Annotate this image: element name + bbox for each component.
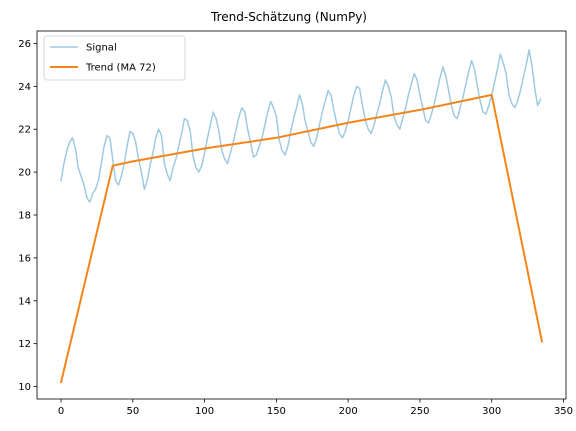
x-tick-label: 350 (554, 406, 573, 417)
legend-label-signal: Signal (86, 43, 117, 54)
legend-box (43, 35, 186, 81)
x-tick-label: 0 (58, 406, 64, 417)
plot-area: 0 50 100 150 200 250 300 350 10 12 14 16 18 20 22 24 26 (18, 30, 573, 417)
x-tick-label: 300 (482, 406, 501, 417)
y-tick-label: 18 (18, 211, 31, 222)
y-tick-label: 12 (18, 339, 31, 350)
series-line-signal (60, 49, 542, 203)
y-tick-label: 22 (18, 125, 31, 136)
legend: Signal Trend (MA 72) (43, 35, 186, 81)
y-tick-label: 24 (18, 82, 31, 93)
x-tick-label: 150 (267, 406, 286, 417)
x-tick-label: 250 (410, 406, 429, 417)
y-tick-label: 10 (18, 382, 31, 393)
x-tick-label: 200 (339, 406, 358, 417)
y-tick-label: 26 (18, 39, 31, 50)
x-tick-label: 50 (126, 406, 139, 417)
series-line-trend (60, 93, 543, 384)
y-tick-label: 20 (18, 168, 31, 179)
y-tick-label: 16 (18, 253, 31, 264)
chart-title: Trend-Schätzung (NumPy) (210, 10, 367, 24)
x-tick-label: 100 (195, 406, 214, 417)
y-tick-label: 14 (18, 296, 31, 307)
legend-label-trend: Trend (MA 72) (85, 63, 156, 74)
